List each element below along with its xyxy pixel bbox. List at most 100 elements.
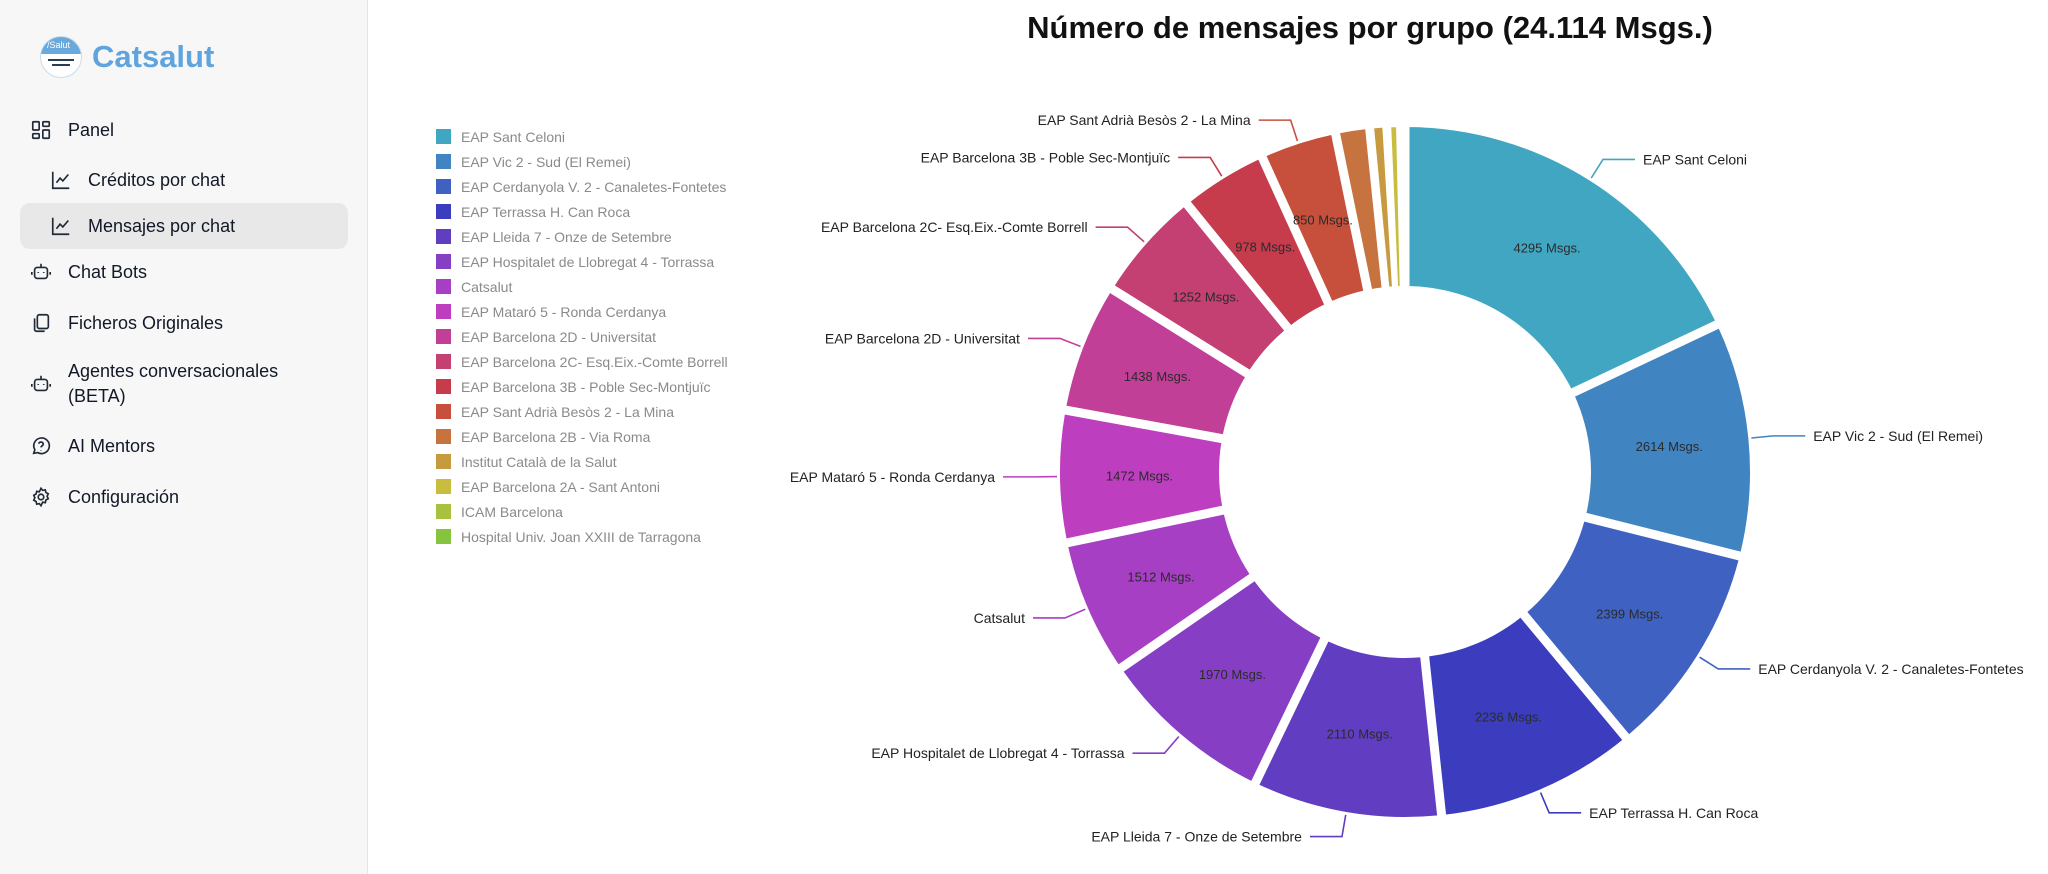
legend-item[interactable]: Catsalut — [436, 274, 728, 299]
line-chart-icon — [51, 171, 70, 190]
legend-item[interactable]: EAP Barcelona 2A - Sant Antoni — [436, 474, 728, 499]
sidebar-item-label: Configuración — [68, 486, 180, 507]
slice-leader-line — [1309, 814, 1347, 838]
donut-slice[interactable] — [1402, 124, 1406, 289]
slice-value-label: 1252 Msgs. — [1172, 289, 1239, 304]
slice-name-label: EAP Lleida 7 - Onze de Setembre — [1091, 829, 1302, 845]
legend-label: EAP Sant Celoni — [461, 128, 566, 145]
legend-swatch — [436, 129, 451, 144]
logo-text: /Salut — [47, 40, 71, 50]
sidebar-item-label: AI Mentors — [68, 435, 156, 456]
donut-slice[interactable] — [1120, 578, 1323, 784]
legend-swatch — [436, 479, 451, 494]
sidebar-item-mensajes-por-chat[interactable]: Mensajes por chat — [20, 203, 348, 249]
donut-slice[interactable] — [1263, 132, 1366, 304]
legend-item[interactable]: EAP Cerdanyola V. 2 - Canaletes-Fontetes — [436, 174, 728, 199]
slice-value-label: 1970 Msgs. — [1199, 667, 1266, 682]
legend-item[interactable]: EAP Vic 2 - Sud (El Remei) — [436, 149, 728, 174]
legend-item[interactable]: EAP Lleida 7 - Onze de Setembre — [436, 224, 728, 249]
legend-item[interactable]: EAP Barcelona 2C- Esq.Eix.-Comte Borrell — [436, 349, 728, 374]
donut-slice[interactable] — [1187, 157, 1327, 328]
legend-item[interactable]: EAP Barcelona 2B - Via Roma — [436, 424, 728, 449]
donut-slice[interactable] — [1407, 125, 1718, 392]
legend-label: EAP Barcelona 3B - Poble Sec-Montjuïc — [461, 378, 711, 395]
sidebar-item-label: Panel — [68, 119, 115, 140]
slice-name-label: EAP Sant Adrià Besòs 2 - La Mina — [1038, 112, 1251, 128]
legend-item[interactable]: EAP Terrassa H. Can Roca — [436, 199, 728, 224]
legend-swatch — [436, 354, 451, 369]
legend-label: Hospital Univ. Joan XXIII de Tarragona — [461, 528, 701, 545]
sidebar-item-agentes-conversacionales[interactable]: Agentes conversacionales (BETA) — [30, 358, 360, 410]
sidebar-item-label: Mensajes por chat — [88, 215, 236, 236]
sidebar-item-ficheros-originales[interactable]: Ficheros Originales — [30, 308, 350, 338]
legend-swatch — [436, 179, 451, 194]
donut-slice[interactable] — [1064, 290, 1248, 437]
legend-swatch — [436, 529, 451, 544]
brand[interactable]: /Salut Catsalut — [40, 36, 214, 78]
donut-slice[interactable] — [1371, 125, 1395, 289]
legend-swatch — [436, 404, 451, 419]
donut-slice[interactable] — [1389, 125, 1402, 289]
help-circle-icon — [32, 437, 51, 455]
line-chart-icon — [51, 217, 70, 236]
sidebar-item-ai-mentors[interactable]: AI Mentors — [30, 431, 350, 461]
legend-item[interactable]: EAP Mataró 5 - Ronda Cerdanya — [436, 299, 728, 324]
slice-value-label: 1472 Msgs. — [1106, 468, 1173, 483]
legend-swatch — [436, 154, 451, 169]
slice-leader-line — [1095, 226, 1145, 243]
slice-name-label: EAP Barcelona 2C- Esq.Eix.-Comte Borrell — [821, 219, 1088, 235]
slice-name-label: EAP Sant Celoni — [1643, 151, 1747, 167]
legend-item[interactable]: EAP Barcelona 2D - Universitat — [436, 324, 728, 349]
sidebar-item-configuracion[interactable]: Configuración — [30, 482, 350, 512]
legend-item[interactable]: Hospital Univ. Joan XXIII de Tarragona — [436, 524, 728, 549]
donut-slice[interactable] — [1426, 615, 1626, 817]
donut-slice[interactable] — [1572, 326, 1752, 555]
legend-item[interactable]: Institut Català de la Salut — [436, 449, 728, 474]
legend-swatch — [436, 204, 451, 219]
sidebar: /Salut Catsalut Panel Créditos por chat … — [0, 0, 368, 874]
donut-slice[interactable] — [1065, 512, 1253, 668]
sidebar-item-label: Créditos por chat — [88, 169, 226, 190]
slice-value-label: 1512 Msgs. — [1127, 570, 1194, 585]
legend-item[interactable]: ICAM Barcelona — [436, 499, 728, 524]
sidebar-item-panel[interactable]: Panel — [30, 115, 350, 145]
legend-label: EAP Sant Adrià Besòs 2 - La Mina — [461, 403, 674, 420]
sidebar-item-label: Ficheros Originales — [68, 312, 224, 333]
slice-leader-line — [1032, 608, 1086, 619]
slice-name-label: EAP Cerdanyola V. 2 - Canaletes-Fontetes — [1758, 661, 2023, 677]
legend-swatch — [436, 254, 451, 269]
slice-value-label: 978 Msgs. — [1235, 239, 1295, 254]
slice-value-label: 4295 Msgs. — [1513, 241, 1580, 256]
donut-slice[interactable] — [1337, 127, 1384, 292]
sidebar-item-label: Agentes conversacionales (BETA) — [68, 359, 278, 409]
legend-item[interactable]: EAP Barcelona 3B - Poble Sec-Montjuïc — [436, 374, 728, 399]
legend-item[interactable]: EAP Sant Adrià Besòs 2 - La Mina — [436, 399, 728, 424]
sidebar-item-chat-bots[interactable]: Chat Bots — [30, 257, 350, 287]
slice-value-label: 1438 Msgs. — [1124, 369, 1191, 384]
slice-value-label: 2399 Msgs. — [1596, 606, 1663, 621]
donut-slice[interactable] — [1524, 519, 1741, 738]
donut-slice[interactable] — [1058, 412, 1225, 541]
files-icon — [33, 313, 50, 333]
legend-item[interactable]: EAP Hospitalet de Llobregat 4 - Torrassa — [436, 249, 728, 274]
gear-icon — [32, 486, 50, 508]
donut-slice[interactable] — [1112, 204, 1287, 373]
slice-name-label: EAP Barcelona 3B - Poble Sec-Montjuïc — [921, 149, 1171, 165]
slice-value-label: 850 Msgs. — [1293, 212, 1353, 227]
slice-leader-line — [1258, 119, 1299, 142]
legend-item[interactable]: EAP Sant Celoni — [436, 124, 728, 149]
legend-swatch — [436, 504, 451, 519]
legend-label: Catsalut — [461, 278, 513, 295]
sidebar-item-creditos-por-chat[interactable]: Créditos por chat — [50, 165, 350, 195]
slice-name-label: Catsalut — [974, 610, 1025, 626]
slice-leader-line — [1027, 337, 1081, 348]
legend-swatch — [436, 279, 451, 294]
legend-label: ICAM Barcelona — [461, 503, 563, 520]
donut-slice[interactable] — [1256, 638, 1440, 819]
legend-swatch — [436, 454, 451, 469]
bot-icon — [31, 263, 51, 280]
legend-label: EAP Lleida 7 - Onze de Setembre — [461, 228, 672, 245]
slice-value-label: 2614 Msgs. — [1636, 439, 1703, 454]
bot-icon — [31, 375, 51, 392]
app-name: Catsalut — [92, 39, 215, 74]
